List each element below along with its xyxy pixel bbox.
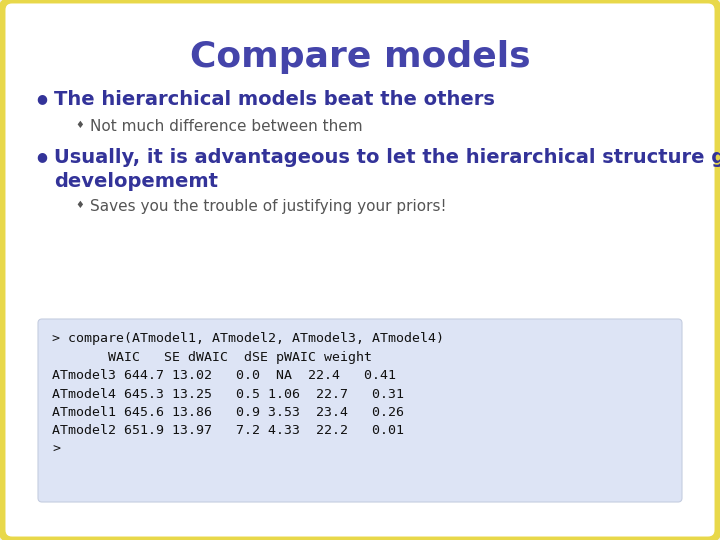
- Text: Not much difference between them: Not much difference between them: [90, 119, 363, 134]
- Text: ♦: ♦: [76, 200, 84, 210]
- Text: Saves you the trouble of justifying your priors!: Saves you the trouble of justifying your…: [90, 199, 446, 214]
- Text: developememt: developememt: [54, 172, 218, 191]
- Text: Compare models: Compare models: [189, 40, 531, 74]
- Text: ●: ●: [37, 92, 48, 105]
- Text: Usually, it is advantageous to let the hierarchical structure guide prior: Usually, it is advantageous to let the h…: [54, 148, 720, 167]
- FancyBboxPatch shape: [2, 0, 718, 540]
- Text: ♦: ♦: [76, 120, 84, 130]
- Text: ●: ●: [37, 150, 48, 163]
- FancyBboxPatch shape: [38, 319, 682, 502]
- Text: > compare(ATmodel1, ATmodel2, ATmodel3, ATmodel4)
       WAIC   SE dWAIC  dSE pW: > compare(ATmodel1, ATmodel2, ATmodel3, …: [52, 332, 444, 456]
- Text: The hierarchical models beat the others: The hierarchical models beat the others: [54, 90, 495, 109]
